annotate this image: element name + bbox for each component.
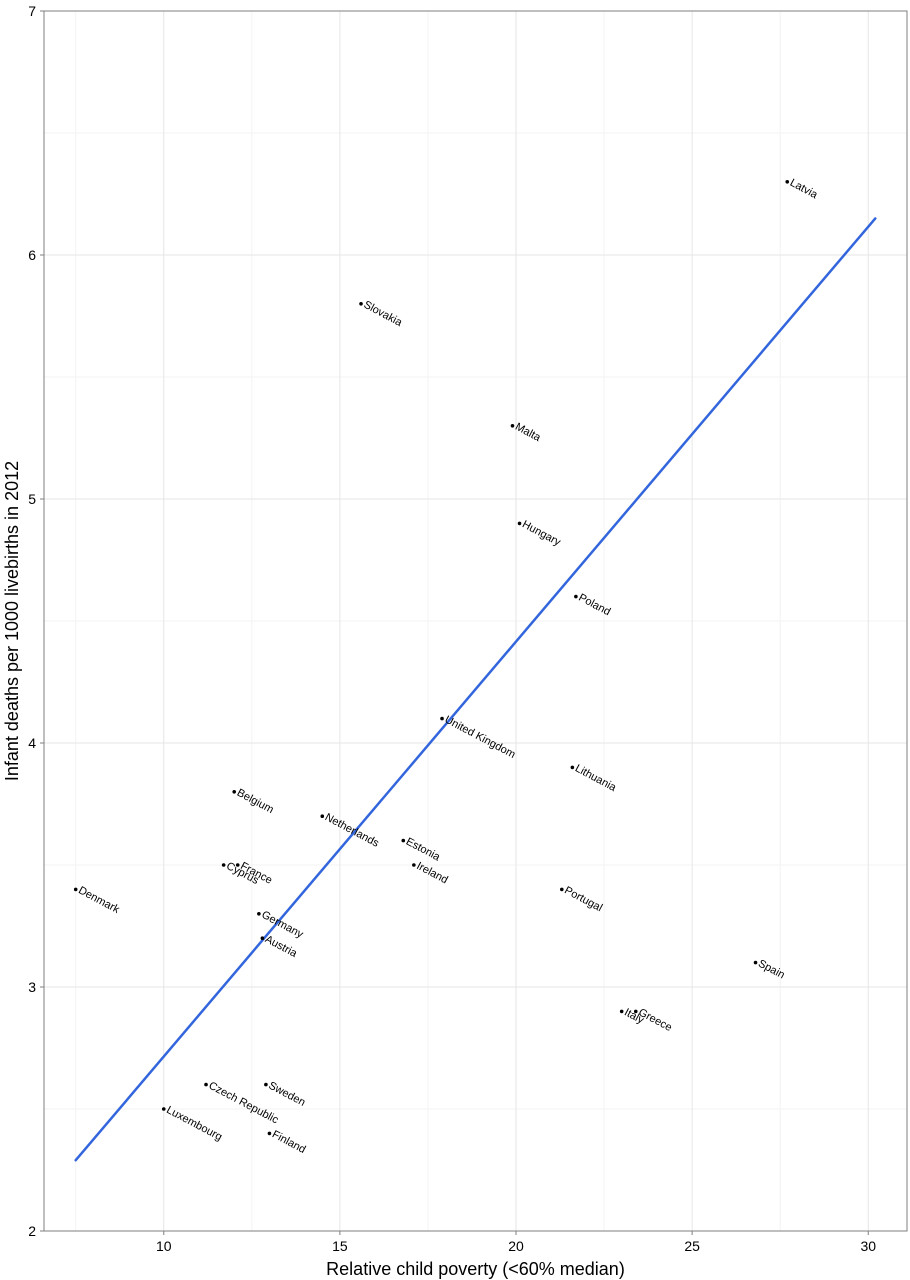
point-label: Spain <box>756 958 786 982</box>
point-label: Belgium <box>235 787 276 816</box>
trendline-group <box>74 217 877 1162</box>
point-label: Finland <box>270 1128 307 1156</box>
point-label: Netherlands <box>323 811 381 850</box>
point-label: Slovakia <box>362 299 405 330</box>
data-point <box>412 863 416 867</box>
axes-group: 10 15 20 25 30 2 3 4 5 6 7 <box>28 3 876 1254</box>
data-point <box>221 863 226 867</box>
data-point <box>560 887 564 892</box>
grid <box>44 10 907 1232</box>
point-label: United Kingdom <box>443 714 518 761</box>
data-point <box>517 521 522 526</box>
data-point <box>232 790 237 794</box>
data-point <box>633 1009 638 1014</box>
data-point <box>320 814 325 818</box>
y-tick-label: 7 <box>28 3 36 19</box>
y-axis-title: Infant deaths per 1000 livebirths in 201… <box>2 461 22 781</box>
point-label: Estonia <box>404 836 443 864</box>
data-point <box>267 1131 272 1136</box>
point-label: Denmark <box>76 884 121 916</box>
points-group: Latvia Slovakia Malta Hungary Poland United K… <box>73 177 820 1156</box>
point-label: Lithuania <box>573 762 619 794</box>
data-point <box>257 912 261 916</box>
x-tick-label: 25 <box>684 1238 700 1254</box>
point-label: Sweden <box>267 1080 308 1109</box>
data-point <box>260 936 265 940</box>
data-point <box>161 1107 166 1111</box>
point-label: Ireland <box>414 860 449 886</box>
point-label: Portugal <box>562 884 604 914</box>
point-label: Hungary <box>520 518 563 548</box>
y-tick-label: 6 <box>28 247 36 263</box>
data-point <box>570 765 575 770</box>
data-point <box>401 838 406 843</box>
point-label: Luxembourg <box>164 1104 224 1143</box>
data-point <box>619 1009 624 1014</box>
data-point <box>204 1082 208 1087</box>
regression-line <box>74 217 877 1162</box>
point-label: Poland <box>576 592 612 619</box>
x-tick-label: 10 <box>156 1238 172 1254</box>
point-label: Malta <box>513 421 543 445</box>
y-tick-label: 5 <box>28 491 36 507</box>
data-point <box>440 716 444 721</box>
x-tick-label: 15 <box>332 1238 348 1254</box>
data-point <box>73 887 78 892</box>
data-point <box>359 302 363 306</box>
x-tick-label: 30 <box>860 1238 876 1254</box>
data-point <box>785 180 790 184</box>
data-point <box>510 424 515 428</box>
plot-panel-border <box>43 10 908 1232</box>
data-point <box>574 594 578 599</box>
x-axis-title: Relative child poverty (<60% median) <box>326 1259 625 1279</box>
x-tick-label: 20 <box>508 1238 524 1254</box>
data-point <box>753 960 758 965</box>
point-label: Latvia <box>788 177 820 202</box>
y-tick-label: 4 <box>28 735 36 751</box>
data-point <box>264 1082 268 1087</box>
y-tick-label: 2 <box>28 1223 36 1239</box>
y-tick-label: 3 <box>28 979 36 995</box>
data-point <box>235 863 240 867</box>
